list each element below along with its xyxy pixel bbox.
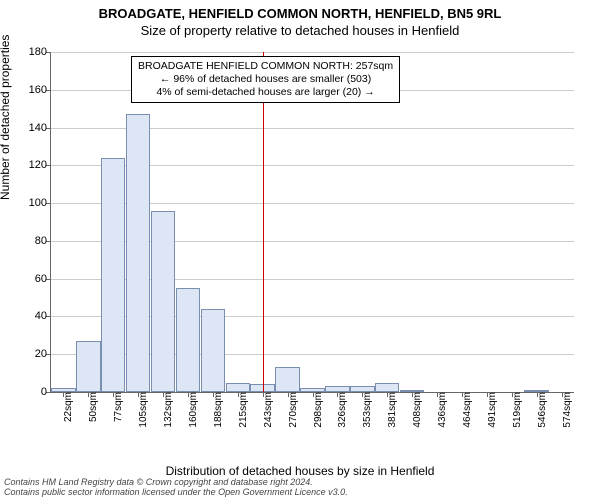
histogram-bar: [101, 158, 125, 392]
xtick-label: 546sqm: [537, 392, 545, 428]
histogram-bar: [275, 367, 299, 392]
ytick-label: 0: [21, 386, 47, 398]
ytick-label: 100: [21, 197, 47, 209]
title-sub: Size of property relative to detached ho…: [0, 21, 600, 38]
ytick-label: 60: [21, 273, 47, 285]
title-main: BROADGATE, HENFIELD COMMON NORTH, HENFIE…: [0, 0, 600, 21]
ytick-label: 180: [21, 46, 47, 58]
xtick-label: 381sqm: [387, 392, 395, 428]
xtick-label: 491sqm: [487, 392, 495, 428]
xtick-label: 436sqm: [437, 392, 445, 428]
xtick-label: 464sqm: [462, 392, 470, 428]
xtick-label: 270sqm: [288, 392, 296, 428]
xtick-label: 519sqm: [512, 392, 520, 428]
plot-area: 02040608010012014016018022sqm50sqm77sqm1…: [50, 52, 574, 393]
xtick-label: 188sqm: [213, 392, 221, 428]
annotation-line2: ← 96% of detached houses are smaller (50…: [138, 73, 393, 86]
ytick-label: 20: [21, 348, 47, 360]
xtick-label: 298sqm: [313, 392, 321, 428]
xtick-label: 22sqm: [63, 392, 71, 422]
annotation-box: BROADGATE HENFIELD COMMON NORTH: 257sqm …: [131, 56, 400, 103]
ytick-label: 140: [21, 122, 47, 134]
xtick-label: 353sqm: [362, 392, 370, 428]
footer-line2: Contains public sector information licen…: [4, 488, 348, 498]
histogram-bar: [76, 341, 100, 392]
xtick-label: 50sqm: [88, 392, 96, 422]
histogram-bar: [375, 383, 399, 392]
ytick-label: 80: [21, 235, 47, 247]
xtick-label: 326sqm: [337, 392, 345, 428]
xtick-label: 105sqm: [138, 392, 146, 428]
y-axis-label: Number of detached properties: [0, 35, 12, 200]
xtick-label: 243sqm: [263, 392, 271, 428]
xtick-label: 574sqm: [562, 392, 570, 428]
histogram-bar: [226, 383, 250, 392]
chart-container: BROADGATE, HENFIELD COMMON NORTH, HENFIE…: [0, 0, 600, 500]
xtick-label: 132sqm: [163, 392, 171, 428]
xtick-label: 77sqm: [113, 392, 121, 422]
grid-line: [51, 52, 574, 53]
ytick-label: 40: [21, 310, 47, 322]
xtick-label: 215sqm: [238, 392, 246, 428]
annotation-line3: 4% of semi-detached houses are larger (2…: [138, 86, 393, 99]
xtick-label: 160sqm: [188, 392, 196, 428]
ytick-label: 120: [21, 159, 47, 171]
xtick-label: 408sqm: [412, 392, 420, 428]
histogram-bar: [126, 114, 150, 392]
histogram-bar: [176, 288, 200, 392]
annotation-line1: BROADGATE HENFIELD COMMON NORTH: 257sqm: [138, 60, 393, 73]
footer-attribution: Contains HM Land Registry data © Crown c…: [4, 478, 348, 498]
histogram-bar: [151, 211, 175, 392]
histogram-bar: [201, 309, 225, 392]
x-axis-label: Distribution of detached houses by size …: [0, 464, 600, 478]
ytick-label: 160: [21, 84, 47, 96]
